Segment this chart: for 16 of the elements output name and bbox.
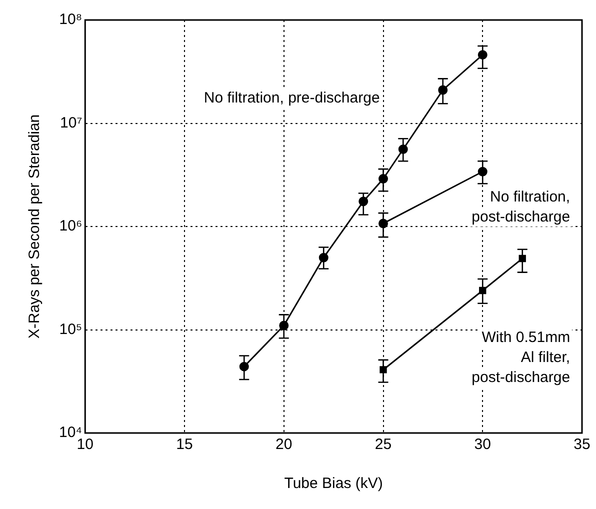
series-label: With 0.51mm Al filter, post-discharge [472,329,570,386]
point [380,366,387,374]
y-axis-title: X-Rays per Second per Steradian [26,114,44,339]
y-tick-label: 10⁶ [59,218,82,235]
x-tick-label: 25 [374,436,392,454]
x-tick-label: 20 [276,436,292,454]
x-tick-label: 15 [176,436,193,454]
y-tick-label: 10⁵ [59,320,82,338]
series-label: No filtration, post-discharge [472,188,570,226]
x-tick-label: 30 [474,436,491,454]
x-tick-label: 10 [76,436,94,454]
x-axis-title: Tube Bias (kV) [284,475,383,492]
y-tick-label: 10⁷ [60,114,82,132]
y-tick-label: 10⁸ [59,11,82,28]
x-tick-label: 35 [574,436,590,454]
text: No filtration, pre-discharge [204,90,380,107]
